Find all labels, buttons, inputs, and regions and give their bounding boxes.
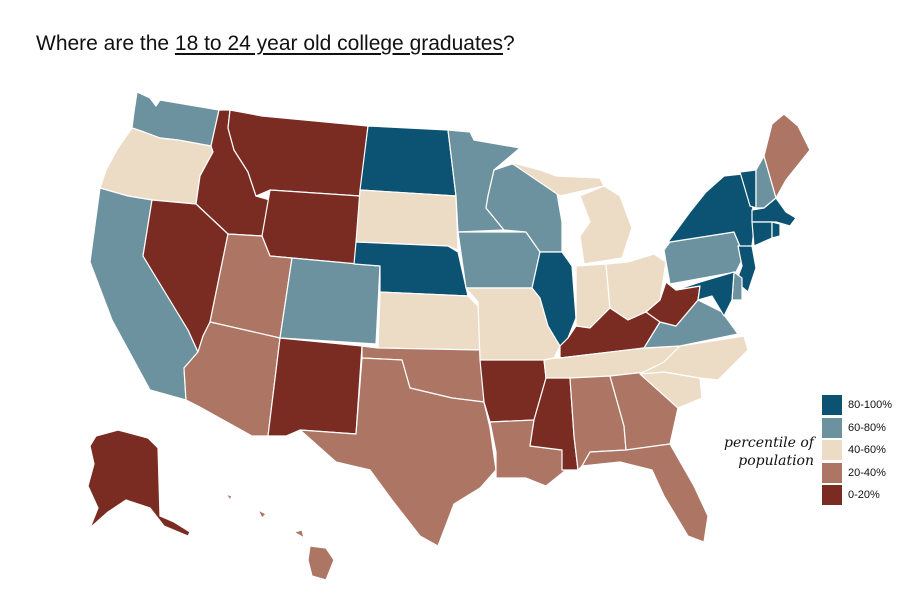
legend-label: 40-60% bbox=[848, 444, 886, 457]
state-IA[interactable] bbox=[457, 231, 541, 289]
state-NM[interactable] bbox=[267, 337, 363, 437]
legend-swatch-1 bbox=[822, 417, 842, 438]
legend-title: percentile of population bbox=[712, 434, 814, 470]
legend-item: 80-100% bbox=[822, 394, 892, 417]
state-ND[interactable] bbox=[359, 125, 457, 197]
legend-swatch-4 bbox=[822, 485, 842, 506]
legend-item: 0-20% bbox=[822, 484, 892, 507]
legend-item: 40-60% bbox=[822, 439, 892, 462]
title-prefix: Where are the bbox=[36, 32, 175, 55]
state-WY[interactable] bbox=[261, 189, 361, 265]
state-MI[interactable] bbox=[509, 161, 633, 265]
page-title: Where are the 18 to 24 year old college … bbox=[36, 32, 515, 56]
legend-swatch-3 bbox=[822, 462, 842, 483]
legend-title-line1: percentile of bbox=[723, 435, 814, 451]
state-RI[interactable] bbox=[771, 221, 781, 239]
legend-title-line2: population bbox=[738, 453, 814, 469]
state-KS[interactable] bbox=[377, 291, 481, 351]
state-MT[interactable] bbox=[227, 109, 369, 197]
legend-swatch-2 bbox=[822, 440, 842, 461]
state-FL[interactable] bbox=[581, 443, 709, 543]
legend: 80-100% 60-80% 40-60% 20-40% 0-20% bbox=[822, 394, 892, 507]
legend-label: 60-80% bbox=[848, 421, 886, 434]
legend-swatch-0 bbox=[822, 395, 842, 416]
legend-item: 60-80% bbox=[822, 417, 892, 440]
state-CT[interactable] bbox=[751, 221, 773, 247]
legend-item: 20-40% bbox=[822, 462, 892, 485]
state-ME[interactable] bbox=[763, 113, 811, 199]
state-AK[interactable] bbox=[87, 429, 191, 537]
legend-label: 20-40% bbox=[848, 466, 886, 479]
state-SD[interactable] bbox=[355, 189, 459, 251]
state-NC[interactable] bbox=[639, 335, 749, 381]
state-CO[interactable] bbox=[279, 257, 381, 345]
state-MD[interactable] bbox=[675, 271, 735, 317]
title-emphasis: 18 to 24 year old college graduates bbox=[174, 32, 503, 55]
legend-label: 0-20% bbox=[848, 489, 880, 502]
state-HI[interactable] bbox=[225, 493, 335, 581]
title-suffix: ? bbox=[502, 32, 515, 55]
legend-label: 80-100% bbox=[848, 399, 893, 412]
state-TX[interactable] bbox=[299, 357, 497, 547]
